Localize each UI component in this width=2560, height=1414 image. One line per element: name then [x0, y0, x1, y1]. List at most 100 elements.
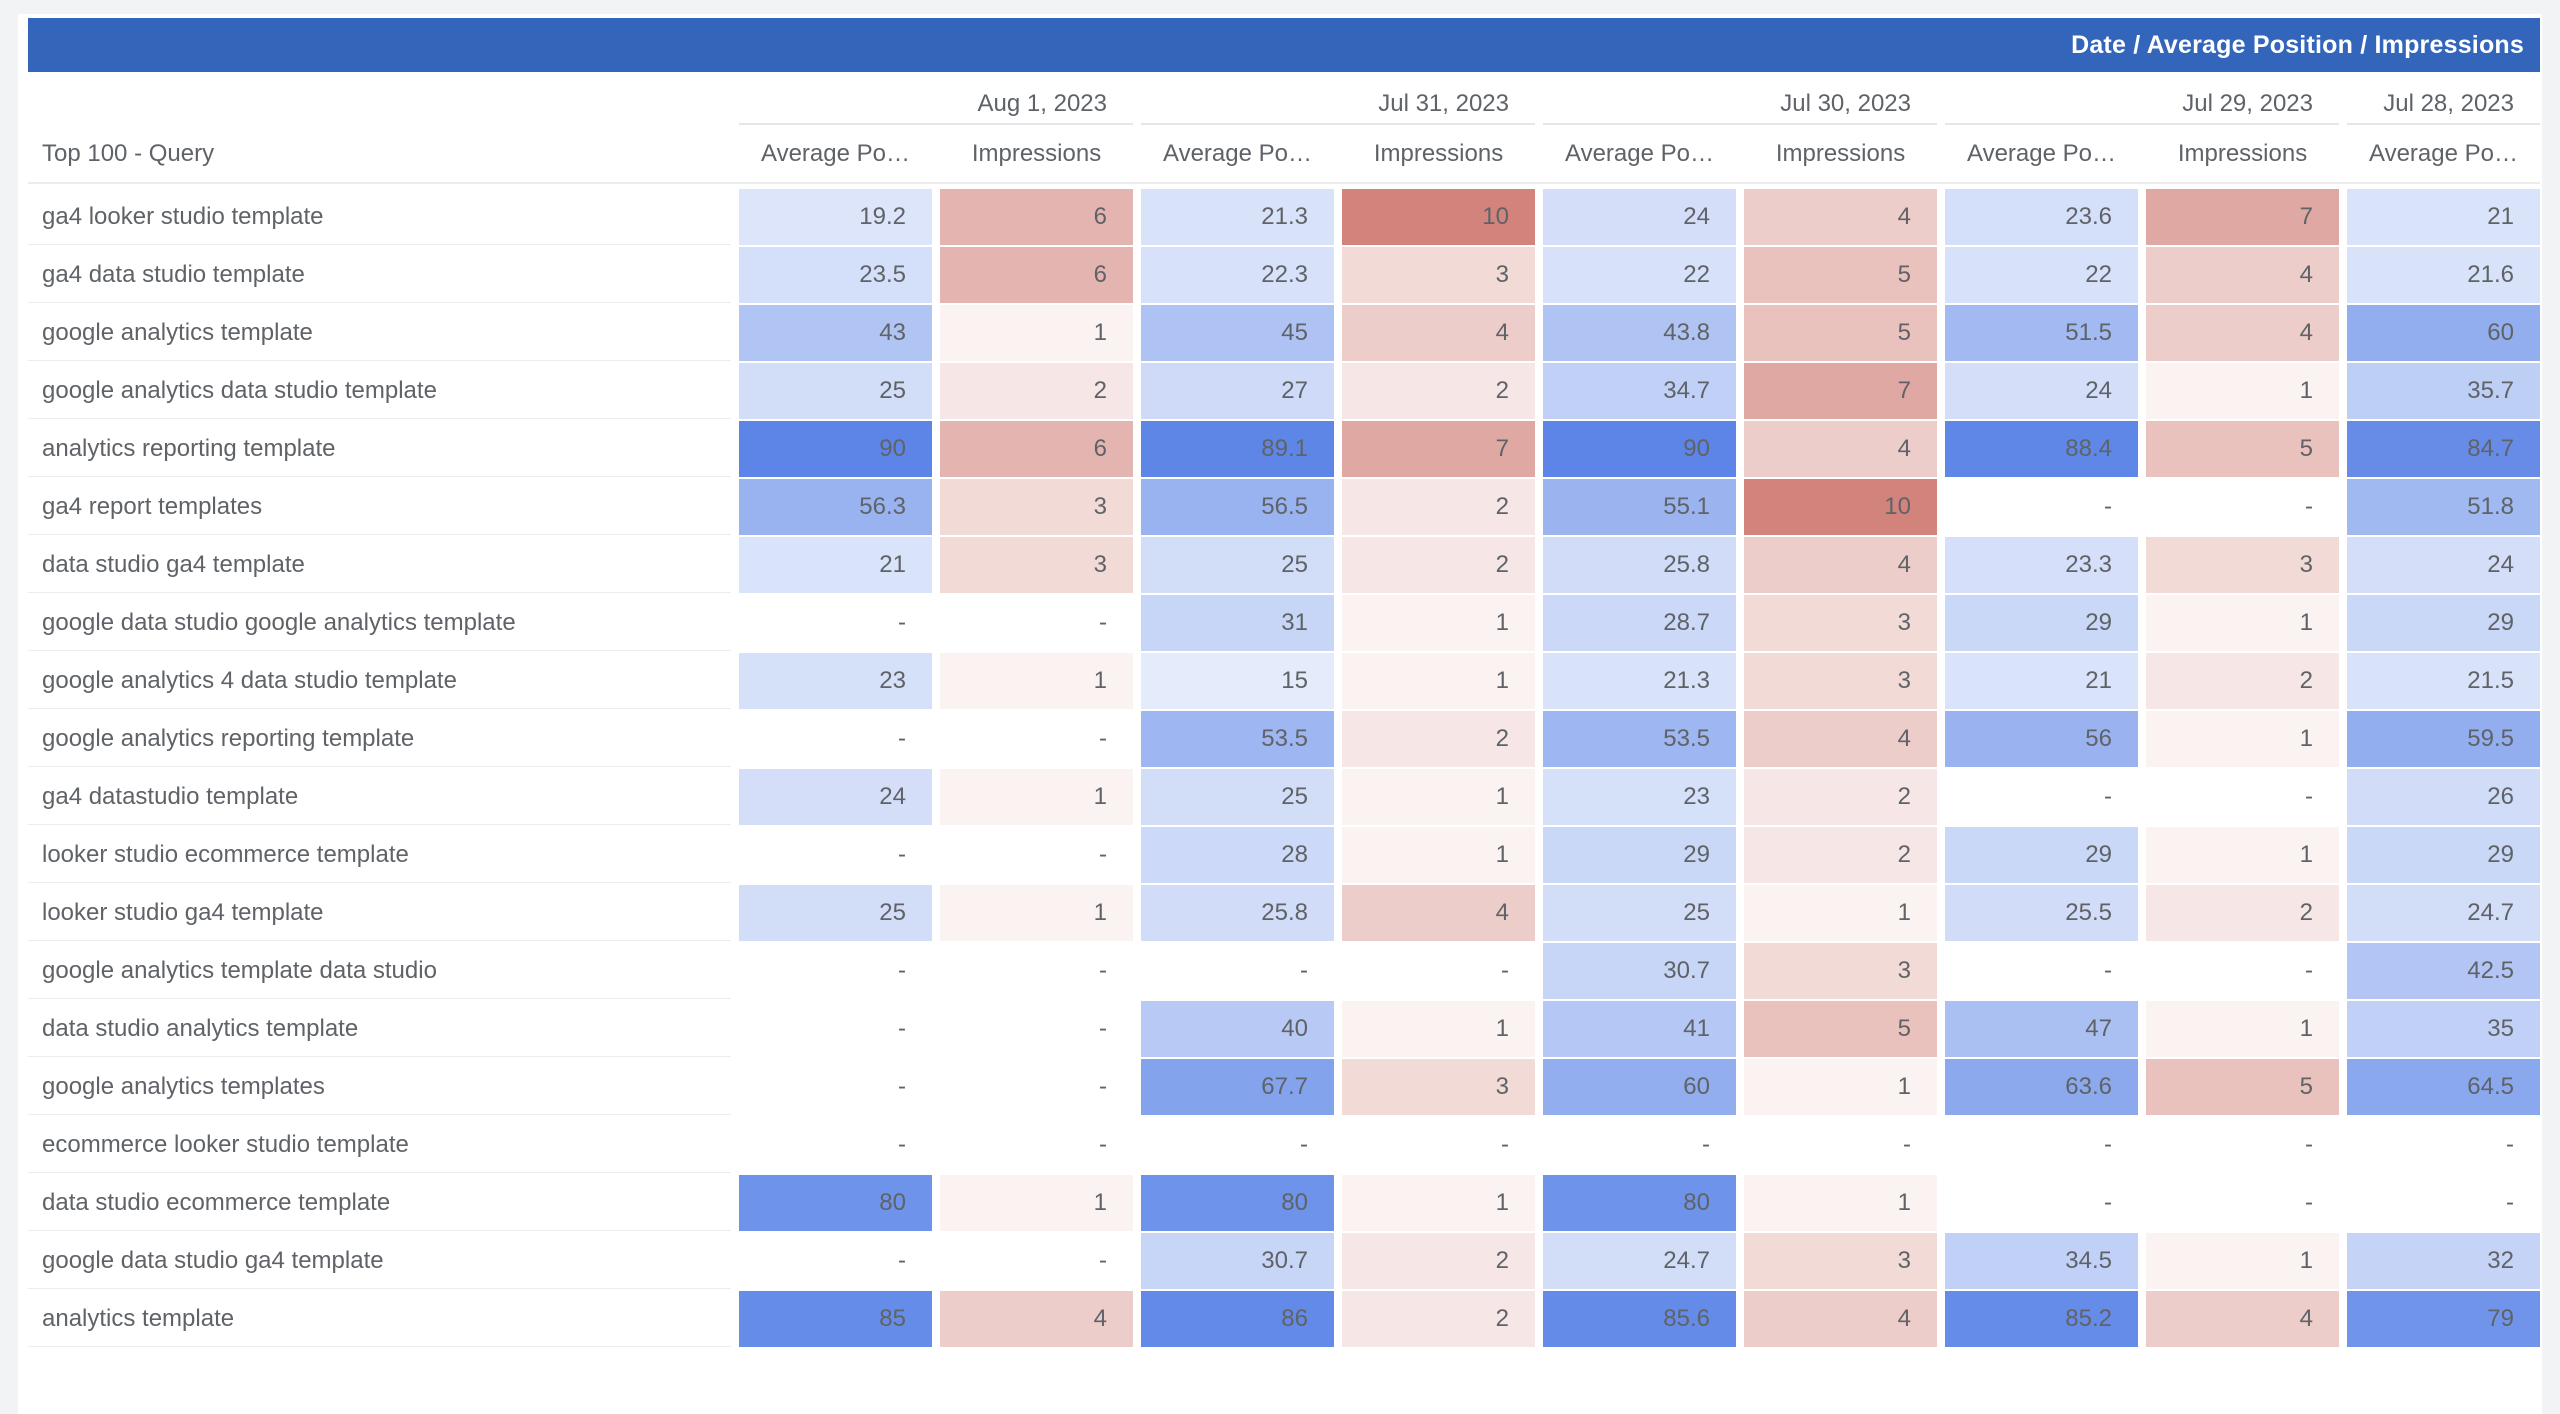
cell-impressions: 4 — [1744, 189, 1937, 245]
cell-average-position: 35.7 — [2347, 363, 2540, 419]
cell-average-position: 25.8 — [1543, 537, 1736, 593]
cell-impressions: - — [1501, 1131, 1509, 1158]
cell-average-position: 29 — [2347, 827, 2540, 883]
cell-impressions: 4 — [940, 1291, 1133, 1347]
cell-average-position: 25 — [1141, 769, 1334, 825]
cell-impressions: 4 — [1744, 711, 1937, 767]
cell-average-position: 90 — [1543, 421, 1736, 477]
column-header-average-position[interactable]: Average Po… — [1565, 139, 1714, 167]
table-row: google data studio google analytics temp… — [28, 594, 2540, 652]
row-query-label: ecommerce looker studio template — [28, 1116, 731, 1173]
row-query-label: google data studio ga4 template — [28, 1232, 731, 1289]
row-query-label: google analytics template — [28, 304, 731, 361]
cell-average-position: 21.6 — [2347, 247, 2540, 303]
cell-average-position: 22.3 — [1141, 247, 1334, 303]
cell-impressions: - — [1099, 609, 1107, 636]
cell-average-position: 22 — [1945, 247, 2138, 303]
cell-average-position: 51.5 — [1945, 305, 2138, 361]
row-query-label: google data studio google analytics temp… — [28, 594, 731, 651]
cell-impressions: 7 — [1342, 421, 1535, 477]
cell-average-position: 89.1 — [1141, 421, 1334, 477]
table-row: google analytics reporting template - - 53.… — [28, 710, 2540, 768]
cell-average-position: - — [898, 1247, 906, 1274]
row-query-label: google analytics data studio template — [28, 362, 731, 419]
cell-average-position: 42.5 — [2347, 943, 2540, 999]
cell-impressions: 6 — [940, 247, 1133, 303]
column-header-query[interactable]: Top 100 - Query — [42, 139, 215, 167]
cell-impressions: - — [1099, 1247, 1107, 1274]
cell-impressions: 10 — [1744, 479, 1937, 535]
cell-impressions: - — [1099, 1015, 1107, 1042]
table-row: analytics reporting template 90 6 89.1 7 90 4 8… — [28, 420, 2540, 478]
column-header-average-position[interactable]: Average Po… — [761, 139, 910, 167]
cell-impressions: - — [2305, 493, 2313, 520]
cell-impressions: 3 — [1744, 1233, 1937, 1289]
cell-impressions: - — [1099, 725, 1107, 752]
table-row: data studio ecommerce template 80 1 80 1 80 1-… — [28, 1174, 2540, 1232]
cell-average-position: 24 — [1945, 363, 2138, 419]
cell-average-position: 21.3 — [1141, 189, 1334, 245]
row-query-label: data studio ecommerce template — [28, 1174, 731, 1231]
cell-average-position: - — [898, 957, 906, 984]
cell-average-position: 28 — [1141, 827, 1334, 883]
cell-average-position: 29 — [2347, 595, 2540, 651]
cell-impressions: 3 — [1342, 247, 1535, 303]
column-header-average-position[interactable]: Average Po… — [2369, 139, 2518, 167]
cell-average-position: 24.7 — [1543, 1233, 1736, 1289]
cell-impressions: - — [1099, 841, 1107, 868]
date-group-header: Jul 31, 2023 — [1141, 84, 1535, 125]
cell-average-position: 25 — [1543, 885, 1736, 941]
cell-average-position: 28.7 — [1543, 595, 1736, 651]
column-header-impressions[interactable]: Impressions — [2177, 139, 2308, 167]
cell-average-position: 32 — [2347, 1233, 2540, 1289]
cell-impressions: 3 — [2146, 537, 2339, 593]
cell-average-position: 53.5 — [1141, 711, 1334, 767]
cell-average-position: 41 — [1543, 1001, 1736, 1057]
row-query-label: data studio ga4 template — [28, 536, 731, 593]
cell-impressions: 1 — [2146, 827, 2339, 883]
cell-average-position: 30.7 — [1141, 1233, 1334, 1289]
cell-impressions: 2 — [940, 363, 1133, 419]
cell-impressions: 4 — [1744, 537, 1937, 593]
cell-impressions: 1 — [1342, 1175, 1535, 1231]
report-page: { "header_bar": { "title": "Date / Avera… — [18, 14, 2542, 1414]
cell-average-position: 24 — [739, 769, 932, 825]
cell-average-position: - — [1300, 957, 1308, 984]
cell-average-position: - — [898, 725, 906, 752]
cell-average-position: 21.5 — [2347, 653, 2540, 709]
cell-average-position: 34.5 — [1945, 1233, 2138, 1289]
cell-impressions: - — [1099, 1131, 1107, 1158]
column-header-average-position[interactable]: Average Po… — [1163, 139, 1312, 167]
column-header-impressions[interactable]: Impressions — [1775, 139, 1906, 167]
cell-impressions: - — [2305, 1131, 2313, 1158]
cell-impressions: 7 — [1744, 363, 1937, 419]
table-row: ga4 datastudio template 24 1 25 1 23 2- -26 — [28, 768, 2540, 826]
cell-average-position: 90 — [739, 421, 932, 477]
cell-impressions: 1 — [1342, 595, 1535, 651]
date-group-header: Aug 1, 2023 — [739, 84, 1133, 125]
cell-average-position: - — [898, 841, 906, 868]
cell-average-position: 79 — [2347, 1291, 2540, 1347]
cell-average-position: 35 — [2347, 1001, 2540, 1057]
cell-average-position: 85.6 — [1543, 1291, 1736, 1347]
cell-impressions: 2 — [1342, 479, 1535, 535]
column-header-average-position[interactable]: Average Po… — [1967, 139, 2116, 167]
column-header-row: Top 100 - Query Average Po… Impressions Av… — [28, 125, 2540, 184]
table-row: google analytics template data studio - - -… — [28, 942, 2540, 1000]
row-query-label: ga4 looker studio template — [28, 188, 731, 245]
cell-average-position: 43 — [739, 305, 932, 361]
cell-average-position: 55.1 — [1543, 479, 1736, 535]
cell-impressions: 2 — [2146, 653, 2339, 709]
table-row: google analytics 4 data studio template 2… — [28, 652, 2540, 710]
cell-average-position: 23.6 — [1945, 189, 2138, 245]
cell-impressions: 5 — [2146, 1059, 2339, 1115]
cell-average-position: 60 — [1543, 1059, 1736, 1115]
column-header-impressions[interactable]: Impressions — [971, 139, 1102, 167]
cell-impressions: 6 — [940, 189, 1133, 245]
table-row: ga4 data studio template 23.5 6 22.3 3 22 5 22 4… — [28, 246, 2540, 304]
cell-average-position: - — [1300, 1131, 1308, 1158]
cell-average-position: 56.3 — [739, 479, 932, 535]
cell-average-position: 23 — [1543, 769, 1736, 825]
row-query-label: ga4 report templates — [28, 478, 731, 535]
column-header-impressions[interactable]: Impressions — [1373, 139, 1504, 167]
